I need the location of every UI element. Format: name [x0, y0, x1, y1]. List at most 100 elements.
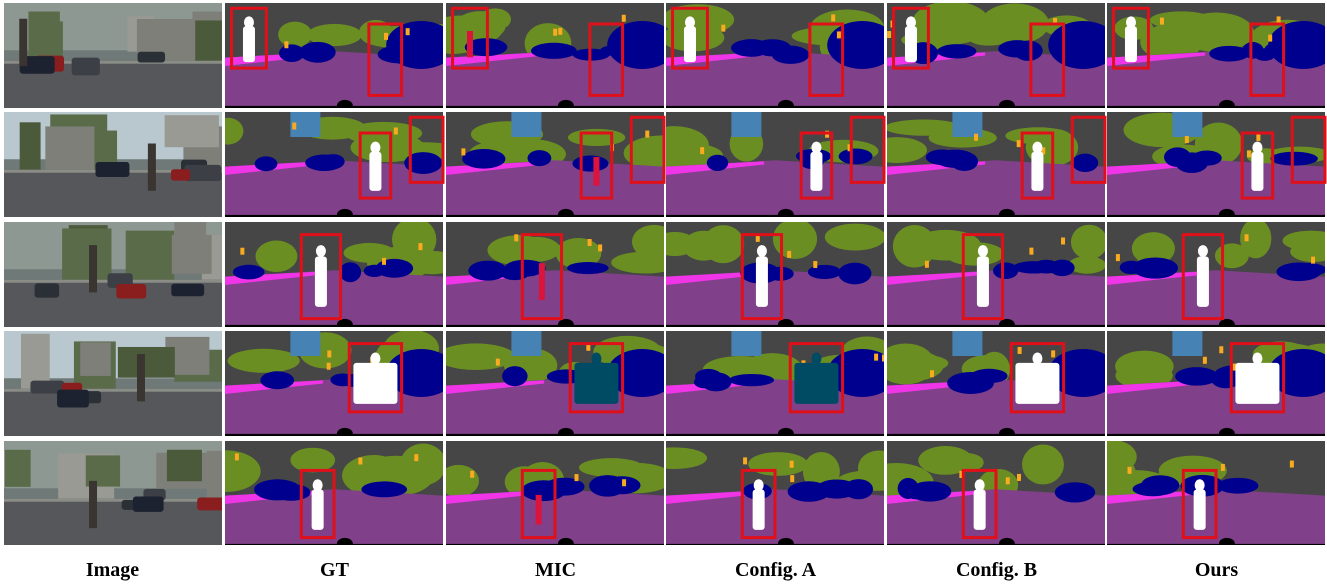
seg-void: [446, 543, 664, 545]
seg-car: [1270, 151, 1318, 166]
photo-building: [19, 122, 41, 182]
photo-building: [4, 449, 31, 487]
highlight-box: [1229, 342, 1286, 414]
seg-void: [1107, 214, 1325, 217]
tile-mic-row-4: [446, 331, 664, 436]
seg-car: [1072, 153, 1099, 173]
highlight-box: [961, 233, 1005, 321]
seg-void: [1218, 208, 1235, 217]
photo-car: [170, 169, 191, 181]
column-label-config-b: Config. B: [955, 559, 1038, 581]
highlight-box: [520, 468, 557, 540]
seg-sidewalk: [666, 490, 765, 504]
photo-building: [206, 450, 222, 510]
seg-road: [446, 270, 664, 327]
seg-traffic-light: [414, 454, 419, 462]
seg-person-head: [977, 245, 988, 258]
seg-car: [232, 264, 265, 280]
seg-road: [1107, 270, 1325, 327]
seg-person-body: [1031, 151, 1044, 191]
seg-void: [336, 318, 353, 327]
seg-traffic-light: [1244, 234, 1249, 242]
seg-traffic-light: [1051, 350, 1056, 358]
seg-void: [1218, 318, 1235, 327]
seg-sidewalk: [887, 271, 986, 285]
seg-traffic-light: [887, 31, 892, 39]
tile-gt-row-4: [225, 331, 443, 436]
photo-car: [171, 283, 205, 297]
seg-car: [695, 368, 722, 385]
tile-configA-row-5: [666, 441, 884, 545]
seg-car: [937, 44, 977, 59]
seg-traffic-light: [1232, 363, 1237, 371]
seg-person-head: [1197, 245, 1208, 258]
tile-configA-row-4: [666, 331, 884, 436]
seg-vegetation: [1282, 230, 1325, 251]
seg-void: [336, 537, 353, 545]
seg-traffic-light: [1029, 247, 1034, 255]
seg-car: [271, 483, 311, 501]
seg-vegetation: [945, 242, 1004, 266]
seg-road: [446, 160, 664, 217]
seg-void: [446, 324, 664, 327]
seg-person-body: [794, 362, 839, 404]
seg-car: [838, 262, 872, 285]
seg-vegetation: [748, 452, 808, 476]
seg-car: [706, 154, 729, 172]
seg-car: [1049, 259, 1075, 277]
photo-building: [171, 234, 212, 274]
seg-car: [728, 373, 775, 387]
tile-image-row-5: [4, 441, 222, 545]
seg-person-head: [315, 245, 326, 258]
tile-mic-row-5: [446, 441, 664, 545]
seg-road: [666, 270, 884, 327]
seg-car: [254, 156, 278, 172]
seg-vegetation: [1115, 350, 1174, 382]
seg-sidewalk: [446, 161, 545, 175]
seg-vegetation: [857, 450, 884, 486]
highlight-box: [588, 22, 625, 97]
highlight-box: [1009, 342, 1066, 414]
seg-car: [404, 152, 443, 174]
seg-person-head: [370, 352, 381, 365]
seg-car: [330, 373, 355, 387]
seg-rider: [466, 31, 473, 58]
highlight-box: [1112, 6, 1150, 70]
seg-traffic-light: [461, 148, 466, 156]
seg-void: [887, 433, 1105, 436]
highlight-box: [892, 6, 930, 70]
photo-car: [30, 380, 65, 394]
seg-traffic-light: [1268, 34, 1273, 42]
seg-sky: [952, 112, 983, 137]
photo-building: [117, 346, 175, 378]
seg-car: [1054, 482, 1096, 503]
seg-person-body: [1196, 256, 1209, 307]
seg-traffic-light: [284, 41, 289, 49]
seg-void: [446, 105, 664, 108]
seg-vegetation: [824, 223, 884, 251]
seg-person-head: [1252, 352, 1263, 365]
seg-void: [1107, 105, 1325, 108]
seg-person-body: [1015, 362, 1060, 404]
seg-traffic-light: [847, 144, 852, 152]
tile-ours-row-3: [1107, 222, 1325, 327]
highlight-box: [367, 22, 404, 97]
seg-void: [998, 208, 1015, 217]
seg-traffic-light: [358, 457, 363, 465]
seg-sky: [511, 331, 542, 356]
seg-traffic-light: [586, 343, 591, 351]
seg-traffic-light: [959, 470, 964, 478]
seg-vegetation: [446, 343, 516, 371]
photo-building: [80, 342, 111, 376]
tile-configA-row-3: [666, 222, 884, 327]
seg-road: [887, 51, 1105, 108]
seg-void: [336, 427, 353, 436]
seg-car: [1132, 257, 1179, 279]
seg-traffic-light: [881, 354, 884, 362]
seg-car: [934, 149, 976, 169]
seg-vegetation: [887, 349, 944, 382]
seg-car: [771, 45, 810, 64]
seg-void: [666, 105, 884, 108]
seg-void: [666, 433, 884, 436]
seg-road: [1107, 51, 1325, 108]
